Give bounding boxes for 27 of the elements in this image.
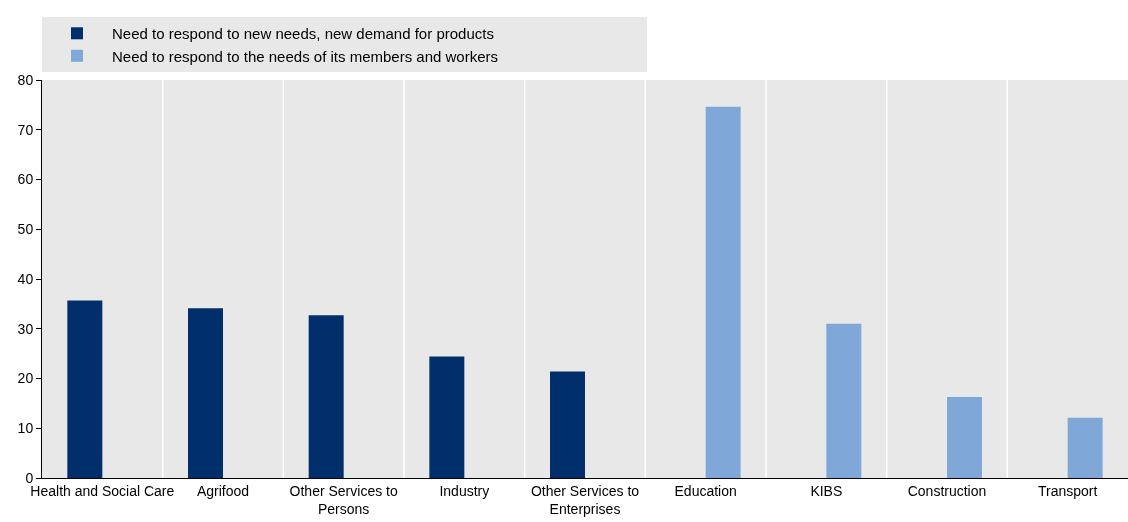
x-tick-label: KIBS bbox=[810, 482, 843, 499]
bar bbox=[188, 308, 223, 478]
bar bbox=[1067, 417, 1103, 478]
y-tick-label: 30 bbox=[17, 320, 34, 337]
bar bbox=[826, 323, 862, 478]
x-tick-label: Agrifood bbox=[196, 482, 250, 499]
x-tick-label: Other Services to Enterprises bbox=[530, 482, 640, 517]
x-tick-label: Construction bbox=[907, 482, 987, 499]
x-tick-label: Education bbox=[674, 482, 737, 499]
y-tick-label: 70 bbox=[17, 121, 34, 138]
x-tick-label: Transport bbox=[1037, 482, 1098, 499]
x-tick-label: Other Services to Persons bbox=[289, 482, 398, 517]
y-tick-label: 60 bbox=[17, 171, 34, 188]
bar bbox=[705, 106, 741, 478]
bar bbox=[947, 396, 982, 478]
x-tick-label: Industry bbox=[439, 482, 490, 499]
legend-label: Need to respond to the needs of its members and workers bbox=[112, 47, 499, 65]
bar bbox=[429, 356, 465, 478]
legend-label: Need to respond to new needs, new demand for products bbox=[112, 25, 494, 43]
y-tick-label: 40 bbox=[17, 270, 34, 287]
y-tick-label: 10 bbox=[17, 420, 34, 437]
bar bbox=[550, 371, 585, 478]
bar bbox=[67, 300, 103, 478]
bar bbox=[308, 315, 344, 478]
y-tick-label: 20 bbox=[17, 370, 34, 387]
y-tick-label: 80 bbox=[17, 71, 34, 88]
y-tick-label: 50 bbox=[17, 221, 34, 238]
